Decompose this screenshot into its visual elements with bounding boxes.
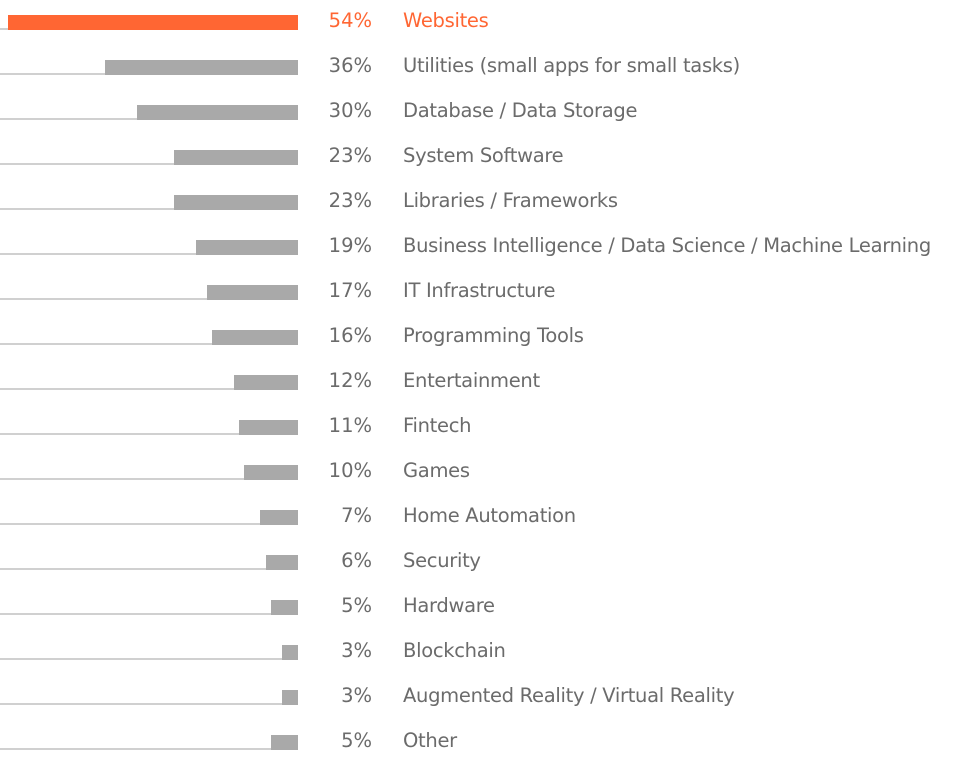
chart-row: 30% Database / Data Storage — [0, 90, 961, 135]
category-label: Security — [403, 549, 481, 572]
category-label: Augmented Reality / Virtual Reality — [403, 684, 735, 707]
chart-row: 5% Other — [0, 720, 961, 765]
chart-row: 16% Programming Tools — [0, 315, 961, 360]
bar-track — [0, 748, 272, 750]
bar-track — [0, 568, 266, 570]
value-label: 5% — [341, 594, 372, 617]
bar — [136, 105, 298, 120]
chart-row: 5% Hardware — [0, 585, 961, 630]
bar — [244, 465, 298, 480]
value-label: 17% — [328, 279, 372, 302]
value-label: 54% — [328, 9, 372, 32]
chart-row: 3% Augmented Reality / Virtual Reality — [0, 675, 961, 720]
value-label: 11% — [328, 414, 372, 437]
bar — [195, 240, 298, 255]
category-label: Libraries / Frameworks — [403, 189, 618, 212]
category-label: Blockchain — [403, 639, 506, 662]
chart-row: 23% System Software — [0, 135, 961, 180]
bar-track — [0, 388, 234, 390]
bar — [104, 60, 298, 75]
bar-track — [0, 613, 272, 615]
bar — [265, 555, 298, 570]
bar — [271, 735, 298, 750]
bar-track — [0, 73, 105, 75]
bar — [260, 510, 298, 525]
category-label: Business Intelligence / Data Science / M… — [403, 234, 931, 257]
value-label: 36% — [328, 54, 372, 77]
value-label: 10% — [328, 459, 372, 482]
category-label: Utilities (small apps for small tasks) — [403, 54, 740, 77]
value-label: 19% — [328, 234, 372, 257]
bar-track — [0, 433, 239, 435]
bar-track — [0, 208, 175, 210]
category-label: Hardware — [403, 594, 495, 617]
category-label: Other — [403, 729, 457, 752]
category-label: System Software — [403, 144, 564, 167]
category-label: Programming Tools — [403, 324, 584, 347]
bar-track — [0, 703, 282, 705]
bar — [174, 195, 298, 210]
bar-track — [0, 253, 196, 255]
value-label: 12% — [328, 369, 372, 392]
bar-track — [0, 478, 245, 480]
value-label: 7% — [341, 504, 372, 527]
bar — [281, 690, 298, 705]
category-label: IT Infrastructure — [403, 279, 556, 302]
value-label: 3% — [341, 684, 372, 707]
bar-track — [0, 118, 137, 120]
value-label: 5% — [341, 729, 372, 752]
bar-track — [0, 298, 207, 300]
chart-row: 23% Libraries / Frameworks — [0, 180, 961, 225]
chart-row: 36% Utilities (small apps for small tasks… — [0, 45, 961, 90]
chart-row: 11% Fintech — [0, 405, 961, 450]
chart-row: 17% IT Infrastructure — [0, 270, 961, 315]
category-label: Websites — [403, 9, 489, 32]
value-label: 3% — [341, 639, 372, 662]
value-label: 23% — [328, 144, 372, 167]
chart-row: 6% Security — [0, 540, 961, 585]
value-label: 16% — [328, 324, 372, 347]
category-label: Database / Data Storage — [403, 99, 638, 122]
chart-row: 7% Home Automation — [0, 495, 961, 540]
bar — [238, 420, 298, 435]
bar — [174, 150, 298, 165]
category-label: Fintech — [403, 414, 472, 437]
bar — [233, 375, 298, 390]
bar-track — [0, 343, 213, 345]
bar — [281, 645, 298, 660]
value-label: 23% — [328, 189, 372, 212]
bar-track — [0, 163, 175, 165]
category-label: Games — [403, 459, 470, 482]
chart-row: 12% Entertainment — [0, 360, 961, 405]
bar-track — [0, 523, 261, 525]
value-label: 30% — [328, 99, 372, 122]
category-label: Home Automation — [403, 504, 576, 527]
bar-track — [0, 28, 8, 30]
category-label: Entertainment — [403, 369, 540, 392]
bar — [271, 600, 298, 615]
bar — [8, 15, 298, 30]
chart-row: 54% Websites — [0, 0, 961, 45]
chart-row: 3% Blockchain — [0, 630, 961, 675]
bar-track — [0, 658, 282, 660]
chart-row: 19% Business Intelligence / Data Science … — [0, 225, 961, 270]
bar — [212, 330, 298, 345]
chart-row: 10% Games — [0, 450, 961, 495]
value-label: 6% — [341, 549, 372, 572]
bar — [206, 285, 298, 300]
